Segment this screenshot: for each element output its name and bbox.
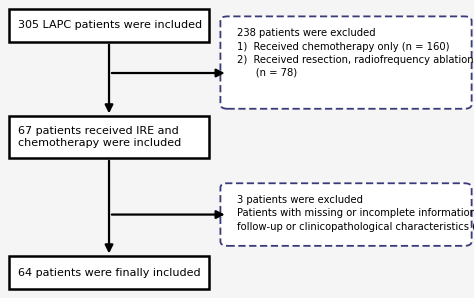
FancyBboxPatch shape [9,256,209,289]
Text: 64 patients were finally included: 64 patients were finally included [18,268,201,278]
Text: 3 patients were excluded
Patients with missing or incomplete information of
foll: 3 patients were excluded Patients with m… [237,195,474,232]
FancyBboxPatch shape [220,16,472,109]
Text: 67 patients received IRE and
chemotherapy were included: 67 patients received IRE and chemotherap… [18,126,181,148]
FancyBboxPatch shape [220,183,472,246]
Text: 238 patients were excluded
1)  Received chemotherapy only (n = 160)
2)  Received: 238 patients were excluded 1) Received c… [237,28,474,78]
FancyBboxPatch shape [9,9,209,42]
Text: 305 LAPC patients were included: 305 LAPC patients were included [18,20,202,30]
FancyBboxPatch shape [9,116,209,158]
